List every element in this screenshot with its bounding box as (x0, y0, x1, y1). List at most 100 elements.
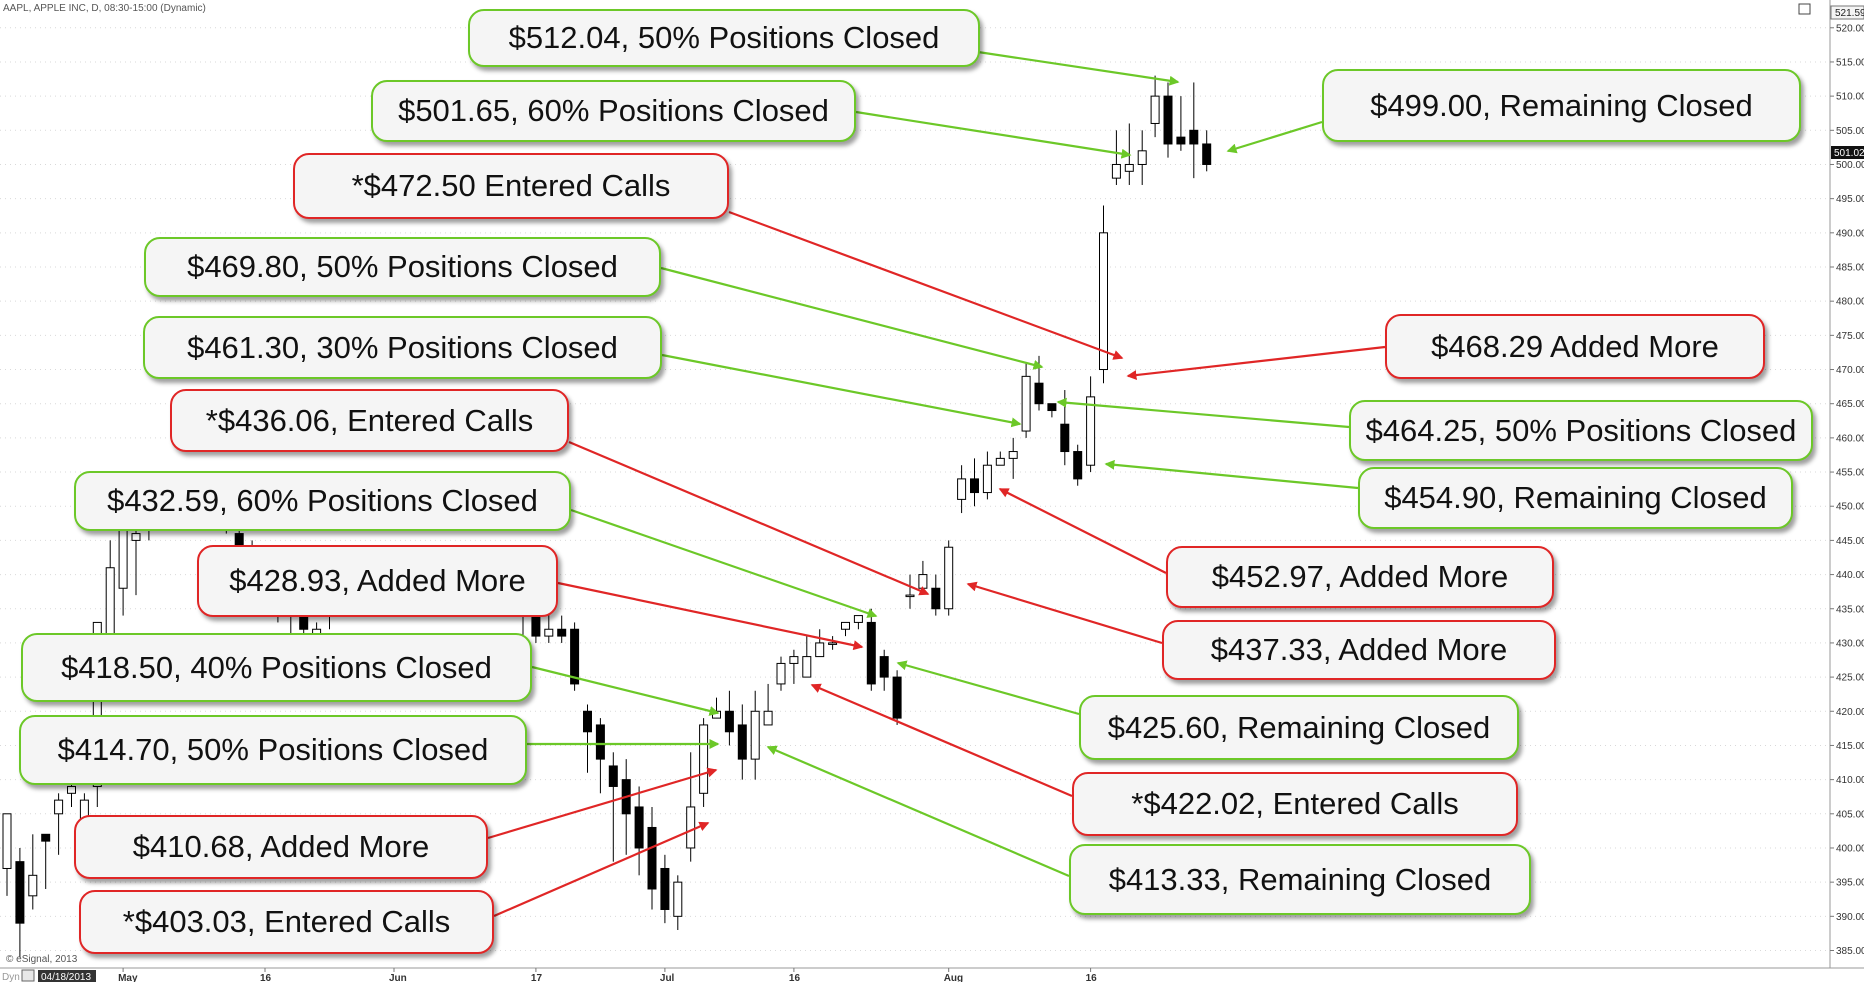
callout-arrow (568, 440, 930, 596)
candle-body (905, 594, 915, 598)
callout-entry-472: *$472.50 Entered Calls (293, 153, 729, 219)
candle-body (660, 867, 670, 910)
candle-body (724, 710, 734, 733)
y-tick-label: 520.00 (1836, 23, 1864, 34)
candle-body (699, 724, 709, 794)
candle-body (931, 587, 941, 610)
y-tick-label: 435.00 (1836, 604, 1864, 615)
candle-body (673, 881, 683, 917)
candle-body (1163, 95, 1173, 145)
callout-arrow (728, 210, 1124, 360)
candle-body (595, 724, 605, 760)
y-tick-label: 395.00 (1836, 878, 1864, 889)
corner-value-box (1830, 5, 1864, 20)
candle-body (995, 457, 1005, 466)
candle-body (1189, 129, 1199, 145)
candle (763, 683, 773, 726)
callout-arrow (766, 745, 1070, 878)
callout-exit-499: $499.00, Remaining Closed (1322, 69, 1801, 142)
callout-exit-414: $414.70, 50% Positions Closed (19, 715, 527, 785)
candle-body (918, 574, 928, 589)
candle (634, 786, 644, 876)
y-tick-label: 425.00 (1836, 673, 1864, 684)
window-restore-icon[interactable] (1798, 3, 1811, 15)
candle-body (815, 642, 825, 658)
candle (1150, 75, 1160, 138)
candle (1111, 130, 1121, 185)
callout-exit-512: $512.04, 50% Positions Closed (468, 9, 980, 67)
calendar-icon[interactable] (21, 969, 35, 982)
candle-body (1111, 163, 1121, 179)
candle (660, 854, 670, 924)
candle-body (970, 478, 979, 494)
y-tick-label: 500.00 (1836, 160, 1864, 171)
callout-arrow (1126, 345, 1386, 381)
candle (41, 833, 51, 889)
candle (557, 615, 567, 643)
candle-body (544, 628, 554, 637)
candle (828, 636, 838, 650)
candle-body (570, 628, 580, 685)
candle (1073, 444, 1083, 486)
candle (957, 465, 967, 514)
candle-body (41, 833, 51, 842)
candle-body (2, 813, 12, 869)
y-tick-label: 515.00 (1836, 57, 1864, 68)
candle-body (866, 621, 876, 685)
candle (131, 519, 141, 596)
candle-body (1047, 403, 1057, 412)
candle-body (54, 799, 64, 815)
callout-arrow (570, 508, 878, 618)
callout-arrow (1226, 120, 1323, 154)
callout-arrow (977, 50, 1180, 86)
x-tick-label: Jun (389, 973, 407, 982)
candle (1021, 362, 1031, 438)
y-tick-label: 420.00 (1836, 707, 1864, 718)
candle (892, 670, 902, 725)
callout-arrows (487, 50, 1386, 918)
candle-body (299, 615, 309, 630)
candle-body (879, 656, 889, 678)
candle-body (67, 785, 76, 794)
y-tick-label: 445.00 (1836, 536, 1864, 547)
candle (583, 704, 592, 773)
candle (724, 690, 734, 746)
y-tick-label: 405.00 (1836, 809, 1864, 820)
candle-body (1034, 382, 1044, 405)
callout-entry-452: $452.97, Added More (1166, 546, 1554, 608)
candle-body (853, 615, 863, 623)
x-tick-label: 17 (531, 973, 543, 982)
candle-body (1124, 163, 1134, 172)
candle (1176, 96, 1186, 151)
candle (1202, 130, 1212, 172)
callout-exit-469: $469.80, 50% Positions Closed (144, 237, 661, 297)
candle (1047, 403, 1057, 418)
candle (931, 574, 941, 616)
candle (944, 540, 954, 616)
callout-entry-422: *$422.02, Entered Calls (1072, 772, 1518, 836)
candle (750, 690, 760, 780)
candle (15, 847, 25, 958)
callout-arrow (966, 581, 1163, 645)
candle-body (944, 546, 954, 610)
start-date-box (38, 970, 96, 982)
candle (608, 752, 618, 862)
y-tick-label: 440.00 (1836, 570, 1864, 581)
y-tick-label: 410.00 (1836, 775, 1864, 786)
last-price-label: 501.02 (1834, 148, 1864, 159)
callout-arrow (1056, 397, 1350, 429)
candle-body (1150, 95, 1160, 124)
callout-arrow (998, 488, 1167, 574)
y-tick-label: 385.00 (1836, 946, 1864, 957)
x-tick-label: May (118, 973, 138, 982)
candle (1086, 376, 1096, 473)
x-tick-label: 16 (789, 973, 801, 982)
x-tick-label: 16 (1086, 973, 1098, 982)
callout-arrow (557, 581, 864, 651)
candle-body (982, 464, 992, 494)
price-axis-ticks: 385.00 390.00 395.00 400.00 405.00 410.00 415.… (1830, 23, 1864, 957)
callout-arrow (531, 665, 720, 716)
candle-body (647, 826, 657, 890)
candle (647, 806, 657, 910)
